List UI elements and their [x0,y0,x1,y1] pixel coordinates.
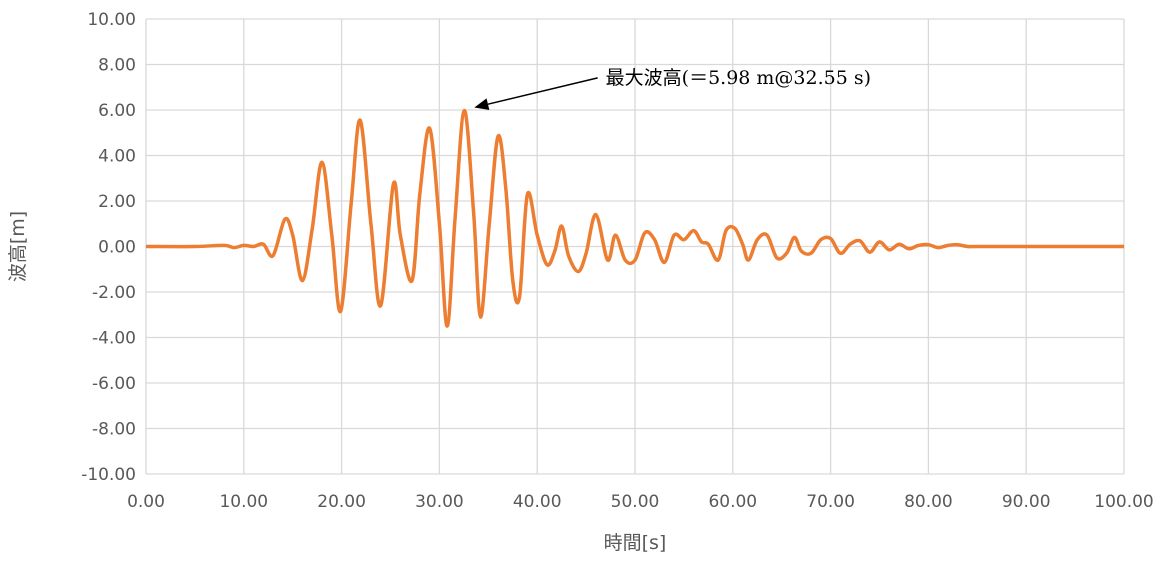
x-tick-label: 70.00 [806,492,855,512]
x-tick-label: 50.00 [611,492,660,512]
x-axis-title: 時間[s] [604,532,667,554]
y-tick-label: -6.00 [92,374,136,394]
y-tick-label: 6.00 [98,101,136,121]
y-tick-label: 2.00 [98,192,136,212]
y-tick-label: -10.00 [81,465,136,485]
x-axis-ticks: 0.00 10.00 20.00 30.00 40.00 50.00 60.00 70.00 8… [127,492,1154,512]
series-line [145,108,1124,328]
x-tick-label: 100.00 [1094,492,1153,512]
y-tick-label: 0.00 [98,238,136,258]
max-height-annotation: 最大波高(＝5.98 m@32.55 s) [474,67,871,111]
y-axis-title: 波高[m] [7,211,29,282]
annotation-arrowhead [474,98,490,111]
annotation-arrow [487,77,598,105]
x-tick-label: 60.00 [708,492,757,512]
y-tick-label: 4.00 [98,147,136,167]
x-tick-label: 30.00 [415,492,464,512]
y-tick-label: 8.00 [98,56,136,76]
x-tick-label: 10.00 [219,492,268,512]
y-tick-label: -4.00 [92,329,136,349]
x-tick-label: 20.00 [317,492,366,512]
y-tick-label: -8.00 [92,420,136,440]
x-tick-label: 90.00 [1002,492,1051,512]
x-tick-label: 0.00 [127,492,165,512]
y-tick-label: -2.00 [92,283,136,303]
x-tick-label: 80.00 [904,492,953,512]
y-tick-label: 10.00 [87,10,136,30]
x-tick-label: 40.00 [513,492,562,512]
annotation-label: 最大波高(＝5.98 m@32.55 s) [606,67,871,89]
y-axis-ticks: -10.00 -8.00 -6.00 -4.00 -2.00 0.00 2.00 4.00 6.… [81,10,136,485]
